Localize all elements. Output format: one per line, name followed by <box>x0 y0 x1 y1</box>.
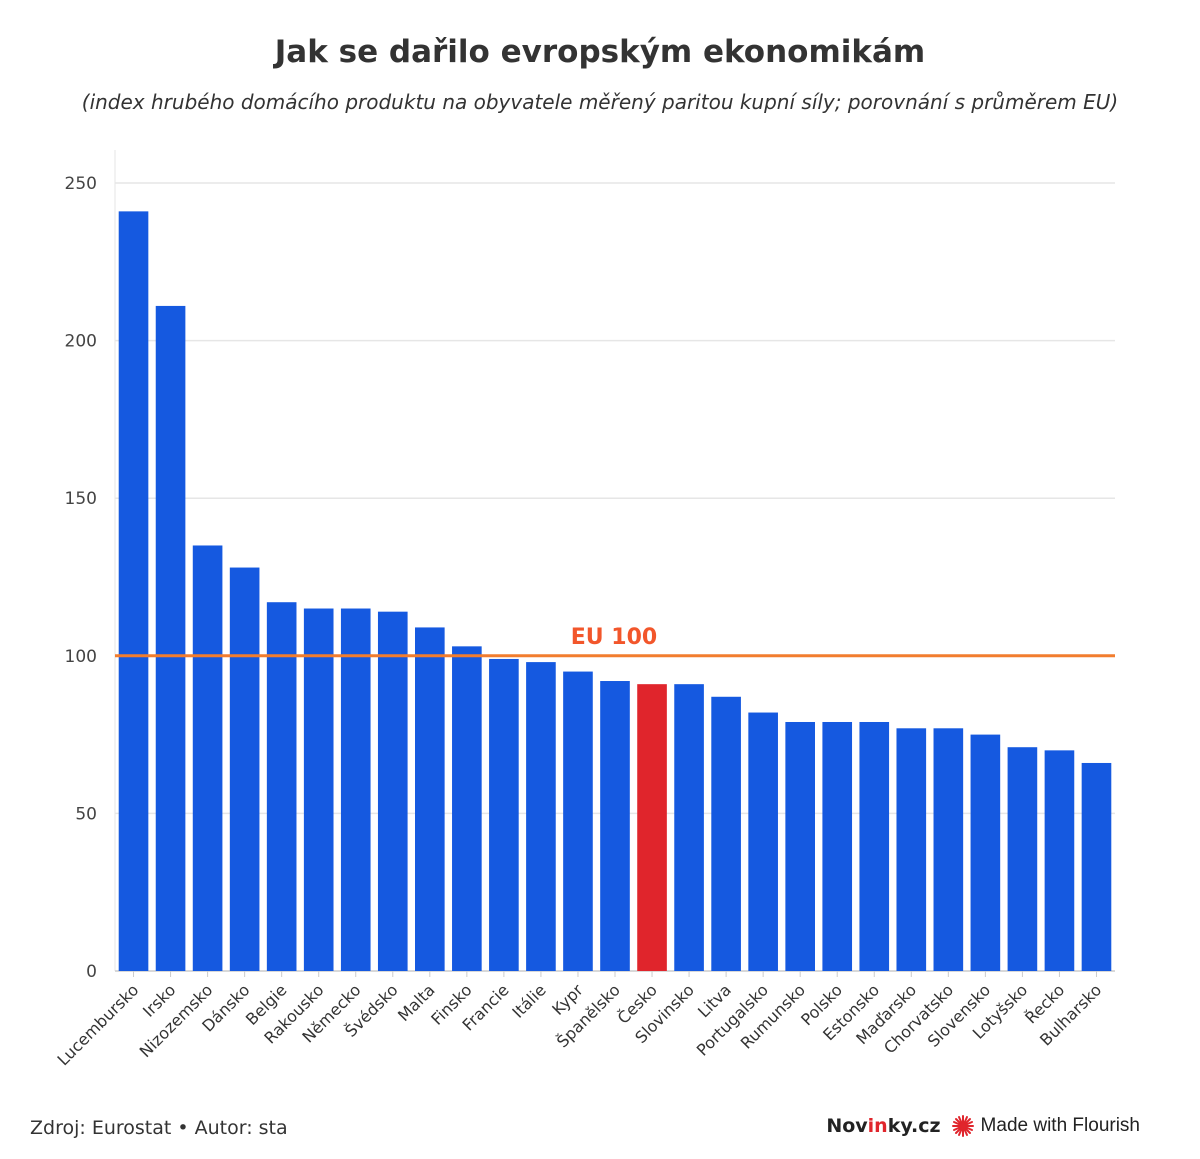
bar-6[interactable] <box>340 608 371 971</box>
bar-15[interactable] <box>674 684 704 971</box>
reference-line-label: EU 100 <box>571 625 657 650</box>
x-tick-label: Itálie <box>508 980 549 1021</box>
bar-1[interactable] <box>155 305 186 972</box>
bar-9[interactable] <box>452 646 482 971</box>
y-tick-label: 50 <box>75 804 97 824</box>
bar-5[interactable] <box>303 608 334 971</box>
bar-0[interactable] <box>118 211 149 972</box>
flourish-credit[interactable]: Made with Flourish <box>951 1114 1140 1138</box>
y-tick-label: 250 <box>65 174 97 194</box>
bar-19[interactable] <box>822 721 853 971</box>
y-axis: 0 50 100 150 200 250 <box>65 174 97 982</box>
y-tick-label: 150 <box>65 489 97 509</box>
bar-23[interactable] <box>970 734 1001 971</box>
y-tick-label: 0 <box>86 962 97 982</box>
y-tick-label: 200 <box>65 332 97 352</box>
chart-title: Jak se dařilo evropským ekonomikám <box>274 34 926 70</box>
bar-13[interactable] <box>600 681 630 971</box>
chart-subtitle: (index hrubého domácího produktu na obyv… <box>81 90 1119 114</box>
bar-8[interactable] <box>415 627 445 971</box>
bar-4[interactable] <box>266 602 297 971</box>
bar-18[interactable] <box>785 721 815 971</box>
x-tick-label: Lucembursko <box>53 980 142 1069</box>
y-tick-label: 100 <box>65 647 97 667</box>
bar-26[interactable] <box>1081 762 1112 971</box>
flourish-credit-label: Made with Flourish <box>980 1115 1140 1136</box>
bar-chart: 0 50 100 150 200 250 LucemburskoIrskoNizozems… <box>53 150 1115 1069</box>
bar-7[interactable] <box>377 611 408 971</box>
bar-25[interactable] <box>1044 750 1075 971</box>
bar-16[interactable] <box>711 696 741 971</box>
bar-2[interactable] <box>192 545 223 971</box>
bar-17[interactable] <box>748 712 778 971</box>
bar-20[interactable] <box>859 721 890 971</box>
brand-logo[interactable]: Novinky.cz <box>826 1115 941 1137</box>
footer-source: Zdroj: Eurostat • Autor: sta <box>30 1117 288 1139</box>
bars <box>118 211 1112 972</box>
reference-line-group: EU 100 <box>115 624 1115 658</box>
footer-credits: Novinky.cz Made with Flourish <box>826 1114 1140 1138</box>
bar-22[interactable] <box>933 728 964 971</box>
bar-11[interactable] <box>526 662 556 971</box>
bar-21[interactable] <box>896 728 927 971</box>
bar-12[interactable] <box>563 671 593 971</box>
x-axis: LucemburskoIrskoNizozemskoDánskoBelgieRa… <box>53 971 1105 1069</box>
bar-3[interactable] <box>229 567 260 971</box>
flourish-icon <box>951 1115 974 1137</box>
bar-10[interactable] <box>489 658 519 971</box>
bar-14[interactable] <box>637 684 667 971</box>
bar-24[interactable] <box>1007 747 1038 971</box>
